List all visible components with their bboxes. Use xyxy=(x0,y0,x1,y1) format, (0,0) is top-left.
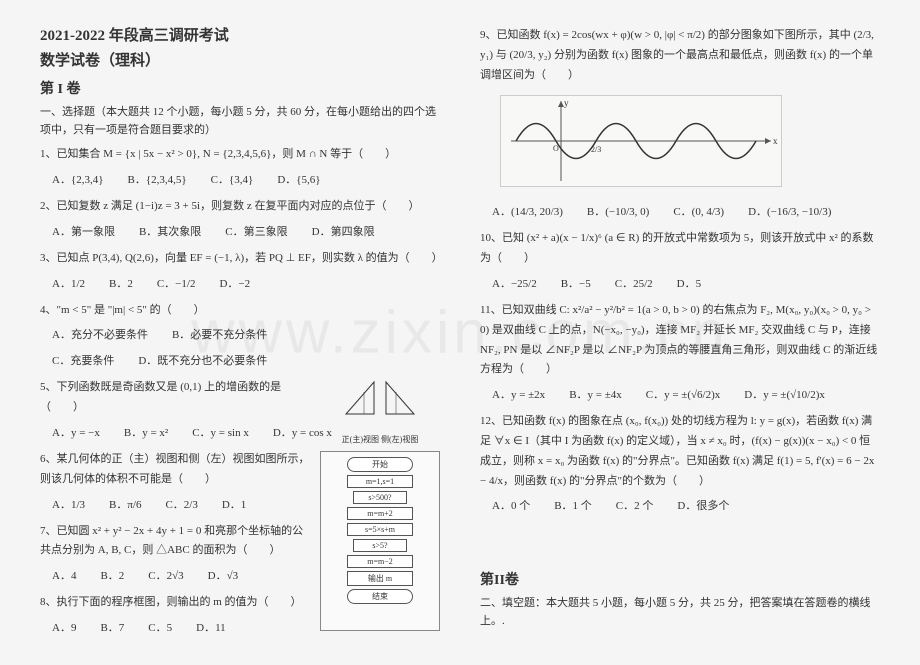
q10-opts: A．−25/2 B．−5 C．25/2 D．5 xyxy=(492,275,880,291)
q11-b: B．y = ±4x xyxy=(569,386,622,402)
q9-d: D．(−16/3, −10/3) xyxy=(748,203,831,219)
part2-title: 第II卷 xyxy=(480,569,880,589)
q12-text: 12、已知函数 f(x) 的图象在点 (x₀, f(x₀)) 处的切线方程为 l… xyxy=(480,412,880,491)
q8-c: C．5 xyxy=(148,619,172,635)
q5-d: D．y = cos x xyxy=(273,424,332,440)
title-sub: 数学试卷（理科） xyxy=(40,49,440,70)
q7-b: B．2 xyxy=(100,567,124,583)
q11-opts: A．y = ±2x B．y = ±4x C．y = ±(√6/2)x D．y =… xyxy=(492,386,880,402)
q3-c: C．−1/2 xyxy=(157,275,196,291)
q2-text: 2、已知复数 z 满足 (1−i)z = 3 + 5i，则复数 z 在复平面内对… xyxy=(40,197,440,217)
title-main: 2021-2022 年段高三调研考试 xyxy=(40,24,440,45)
q6-opts: A．1/3 B．π/6 C．2/3 D．1 xyxy=(52,496,312,512)
fc-init: m=1,s=1 xyxy=(347,475,413,488)
q5-opts: A．y = −x B．y = x² C．y = sin x D．y = cos … xyxy=(52,424,312,440)
q6-a: A．1/3 xyxy=(52,496,85,512)
q8-d: D．11 xyxy=(196,619,226,635)
q4-text: 4、"m < 5" 是 "|m| < 5" 的（ ） xyxy=(40,301,440,321)
q10-d: D．5 xyxy=(677,275,701,291)
svg-text:x: x xyxy=(773,136,778,146)
q12-c: C．2 个 xyxy=(616,497,654,513)
q5-c: C．y = sin x xyxy=(192,424,249,440)
q11-text: 11、已知双曲线 C: x²/a² − y²/b² = 1(a > 0, b >… xyxy=(480,301,880,380)
q2-a: A．第一象限 xyxy=(52,223,115,239)
q1-c: C．{3,4} xyxy=(211,171,254,187)
q11-d: D．y = ±(√10/2)x xyxy=(744,386,825,402)
q7-opts: A．4 B．2 C．2√3 D．√3 xyxy=(52,567,312,583)
q6-b: B．π/6 xyxy=(109,496,141,512)
q7-a: A．4 xyxy=(52,567,76,583)
fc-out: 输出 m xyxy=(347,571,413,586)
fc-cond2: s>5? xyxy=(353,539,407,552)
fc-start: 开始 xyxy=(347,457,413,472)
mc-instructions: 一、选择题（本大题共 12 个小题，每小题 5 分，共 60 分，在每小题给出的… xyxy=(40,104,440,139)
xtick-label: 2/3 xyxy=(591,145,601,154)
q1-text: 1、已知集合 M = {x | 5x − x² > 0}, N = {2,3,4… xyxy=(40,145,440,165)
q9-text: 9、已知函数 f(x) = 2cos(wx + φ)(w > 0, |φ| < … xyxy=(480,26,880,85)
q9-opts: A．(14/3, 20/3) B．(−10/3, 0) C．(0, 4/3) D… xyxy=(492,203,880,219)
fc-end: 结束 xyxy=(347,589,413,604)
q2-d: D．第四象限 xyxy=(312,223,375,239)
q1-a: A．{2,3,4} xyxy=(52,171,104,187)
triangle-views xyxy=(320,378,440,428)
q3-b: B．2 xyxy=(109,275,133,291)
q2-c: C．第三象限 xyxy=(225,223,287,239)
svg-text:y: y xyxy=(564,98,569,108)
q10-b: B．−5 xyxy=(561,275,591,291)
q8-opts: A．9 B．7 C．5 D．11 xyxy=(52,619,312,635)
q4-d: D．既不充分也不必要条件 xyxy=(138,352,267,368)
q1-d: D．{5,6} xyxy=(277,171,320,187)
q10-c: C．25/2 xyxy=(615,275,653,291)
q3-d: D．−2 xyxy=(219,275,250,291)
q8-a: A．9 xyxy=(52,619,76,635)
part1-title: 第 I 卷 xyxy=(40,78,440,98)
q4-a: A．充分不必要条件 xyxy=(52,326,148,342)
q6-c: C．2/3 xyxy=(165,496,197,512)
q12-b: B．1 个 xyxy=(554,497,592,513)
q5-b: B．y = x² xyxy=(124,424,168,440)
fc-step2: s=5×s+m xyxy=(347,523,413,536)
q7-d: D．√3 xyxy=(208,567,238,583)
fc-step3: m=m−2 xyxy=(347,555,413,568)
q11-a: A．y = ±2x xyxy=(492,386,545,402)
view-labels: 正(主)视图 侧(左)视图 xyxy=(320,434,440,445)
fc-cond1: s>500? xyxy=(353,491,407,504)
q9-a: A．(14/3, 20/3) xyxy=(492,203,563,219)
q11-c: C．y = ±(√6/2)x xyxy=(646,386,721,402)
right-column: 9、已知函数 f(x) = 2cos(wx + φ)(w > 0, |φ| < … xyxy=(480,20,880,645)
q1-opts: A．{2,3,4} B．{2,3,4,5} C．{3,4} D．{5,6} xyxy=(52,171,440,187)
q12-a: A．0 个 xyxy=(492,497,530,513)
q3-opts: A．1/2 B．2 C．−1/2 D．−2 xyxy=(52,275,440,291)
sine-graph: O 2/3 x y xyxy=(500,95,782,187)
q10-a: A．−25/2 xyxy=(492,275,537,291)
q4-c: C．充要条件 xyxy=(52,352,114,368)
q12-opts: A．0 个 B．1 个 C．2 个 D．很多个 xyxy=(492,497,880,513)
q4-opts-row1: A．充分不必要条件 B．必要不充分条件 xyxy=(52,326,440,342)
flowchart: 开始 m=1,s=1 s>500? m=m+2 s=5×s+m s>5? m=m… xyxy=(320,451,440,631)
q12-d: D．很多个 xyxy=(677,497,729,513)
q8-b: B．7 xyxy=(100,619,124,635)
q2-b: B．其次象限 xyxy=(139,223,201,239)
q9-b: B．(−10/3, 0) xyxy=(587,203,649,219)
fill-instructions: 二、填空题：本大题共 5 小题，每小题 5 分，共 25 分，把答案填在答题卷的… xyxy=(480,595,880,630)
q3-text: 3、已知点 P(3,4), Q(2,6)，向量 EF = (−1, λ)，若 P… xyxy=(40,249,440,269)
left-column: 2021-2022 年段高三调研考试 数学试卷（理科） 第 I 卷 一、选择题（… xyxy=(40,20,440,645)
q6-d: D．1 xyxy=(222,496,246,512)
q5-a: A．y = −x xyxy=(52,424,100,440)
q3-a: A．1/2 xyxy=(52,275,85,291)
origin-label: O xyxy=(553,144,559,153)
q4-opts-row2: C．充要条件 D．既不充分也不必要条件 xyxy=(52,352,440,368)
side-view-icon xyxy=(382,378,418,418)
q9-c: C．(0, 4/3) xyxy=(673,203,724,219)
fc-step1: m=m+2 xyxy=(347,507,413,520)
q2-opts: A．第一象限 B．其次象限 C．第三象限 D．第四象限 xyxy=(52,223,440,239)
front-view-icon xyxy=(342,378,378,418)
q4-b: B．必要不充分条件 xyxy=(172,326,267,342)
side-figures: 正(主)视图 侧(左)视图 开始 m=1,s=1 s>500? m=m+2 s=… xyxy=(320,378,440,631)
q7-c: C．2√3 xyxy=(148,567,183,583)
q1-b: B．{2,3,4,5} xyxy=(128,171,187,187)
q10-text: 10、已知 (x² + a)(x − 1/x)⁶ (a ∈ R) 的开放式中常数… xyxy=(480,229,880,269)
